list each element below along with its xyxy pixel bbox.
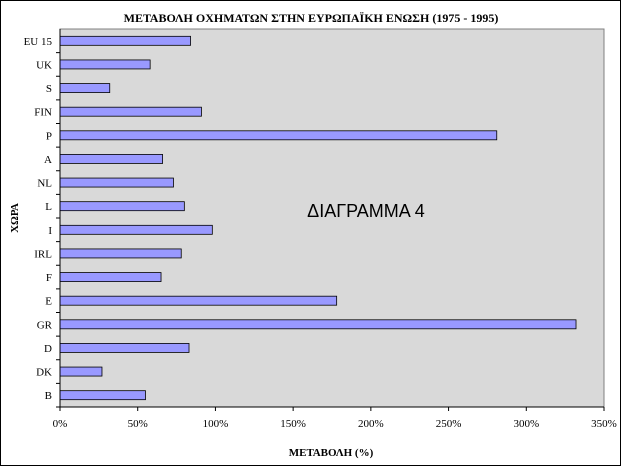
y-tick-label: IRL (34, 248, 52, 260)
bar-nl (59, 177, 174, 188)
bar-p (59, 130, 498, 141)
axes-group (56, 29, 605, 411)
bar-dk (59, 366, 103, 377)
x-tick-label: 250% (436, 418, 462, 430)
x-tick-labels: 0% 50% 100% 150% 200% 250% 300% 350% (53, 418, 617, 430)
bar-irl (59, 248, 182, 259)
bar-b (59, 390, 146, 401)
x-tick-label: 300% (513, 418, 539, 430)
bar-fin (59, 106, 202, 117)
x-axis-label: ΜΕΤΑΒΟΛΗ (%) (289, 447, 374, 459)
y-tick-label: GR (37, 319, 53, 331)
chart-annotation: ΔΙΑΓΡΑΜΜΑ 4 (307, 201, 425, 221)
y-tick-label: D (44, 343, 52, 355)
bar-f (59, 272, 162, 282)
x-tick-label: 350% (591, 418, 617, 430)
bar-l (59, 201, 185, 212)
x-tick-label: 150% (280, 418, 306, 430)
y-tick-label: FIN (34, 107, 52, 119)
y-tick-label: B (45, 390, 52, 402)
bar-e (59, 295, 338, 306)
x-tick-label: 0% (53, 418, 68, 430)
x-tick-label: 50% (128, 418, 148, 430)
bar-d (59, 343, 190, 353)
y-tick-label: EU 15 (24, 36, 53, 48)
y-tick-label: P (46, 130, 52, 142)
y-tick-label: I (48, 225, 52, 237)
bar-s (59, 83, 111, 93)
y-tick-labels: B DK D GR EF IRL IL NL AP FIN S UK EU 15 (24, 36, 53, 402)
y-tick-label: UK (36, 59, 52, 71)
y-tick-label: DK (36, 367, 52, 379)
y-tick-label: E (45, 296, 52, 308)
chart-title: ΜΕΤΑΒΟΛΗ ΟΧΗΜΑΤΩΝ ΣΤΗΝ ΕΥΡΩΠΑΪΚΗ ΕΝΩΣΗ (… (124, 11, 499, 25)
y-tick-label: S (46, 83, 52, 95)
y-axis-label: ΧΩΡΑ (9, 203, 21, 233)
x-tick-label: 100% (203, 418, 229, 430)
x-tick-label: 200% (358, 418, 384, 430)
bar-i (59, 224, 213, 235)
bar-eu-15 (59, 35, 191, 46)
y-tick-label: L (45, 201, 52, 213)
bar-a (59, 154, 163, 164)
y-tick-label: NL (37, 178, 52, 190)
bar-uk (59, 59, 151, 70)
bars-group (59, 35, 577, 401)
bar-gr (59, 319, 577, 330)
y-tick-label: A (44, 154, 52, 166)
y-tick-label: F (46, 272, 52, 284)
